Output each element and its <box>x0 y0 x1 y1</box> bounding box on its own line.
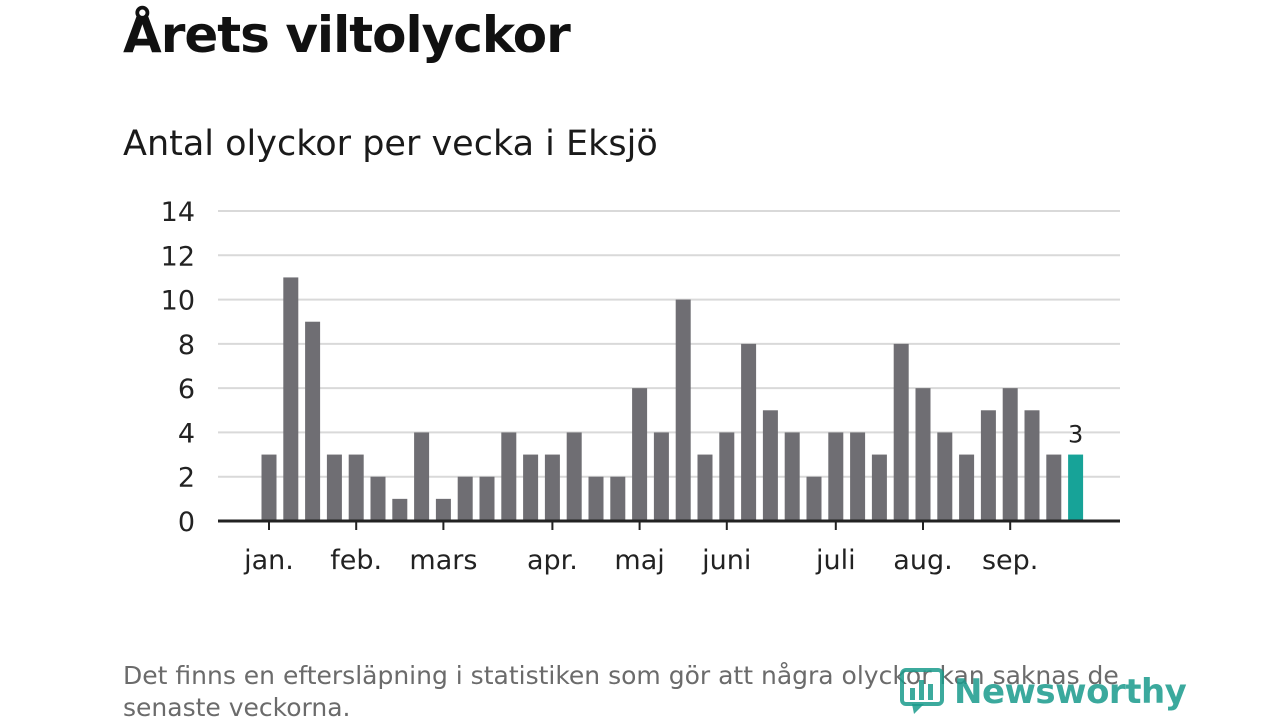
bar-chart: 3 0 2 4 6 8 10 12 14 jan. feb. mars apr. maj juni jul… <box>161 197 1120 576</box>
bar <box>893 343 909 521</box>
x-axis-ticks: jan. feb. mars apr. maj juni juli aug. sep. <box>243 521 1038 576</box>
newsworthy-chart-icon <box>900 668 944 714</box>
bar <box>523 454 539 521</box>
data-label: 3 <box>1068 421 1083 449</box>
bar <box>261 454 277 521</box>
y-tick-label: 6 <box>178 374 195 405</box>
bar <box>850 432 866 521</box>
bar <box>806 476 822 521</box>
bar <box>632 388 648 521</box>
y-tick-label: 14 <box>161 197 195 228</box>
x-tick-label: maj <box>614 545 664 576</box>
y-tick-label: 12 <box>161 241 195 272</box>
bar-highlight <box>1068 454 1084 521</box>
bar <box>959 454 975 521</box>
y-tick-label: 8 <box>178 330 195 361</box>
bar <box>588 476 604 521</box>
bar <box>741 343 757 521</box>
bar <box>784 432 800 521</box>
bar <box>871 454 887 521</box>
newsworthy-logo: Newsworthy <box>900 668 1187 716</box>
x-tick-label: aug. <box>893 545 952 576</box>
y-tick-label: 10 <box>161 286 195 317</box>
x-tick-label: sep. <box>982 545 1038 576</box>
y-tick-label: 4 <box>178 418 195 449</box>
bar-series: 3 <box>261 277 1084 521</box>
bar <box>370 476 386 521</box>
chart-subtitle: Antal olyckor per vecka i Eksjö <box>123 124 658 164</box>
bar <box>435 498 451 521</box>
chart-title: Årets viltolyckor <box>123 6 571 64</box>
y-axis-ticks: 0 2 4 6 8 10 12 14 <box>161 197 195 538</box>
grid-lines <box>218 210 1120 478</box>
y-tick-label: 2 <box>178 463 195 494</box>
bar <box>414 432 430 521</box>
bar <box>653 432 669 521</box>
bar <box>457 476 473 521</box>
bar <box>828 432 844 521</box>
bar <box>501 432 517 521</box>
bar <box>1002 388 1018 521</box>
bar <box>915 388 931 521</box>
bar <box>980 410 996 521</box>
x-tick-label: jan. <box>243 545 294 576</box>
x-tick-label: feb. <box>330 545 382 576</box>
bar <box>305 321 321 521</box>
logo-text: Newsworthy <box>954 672 1187 712</box>
bar <box>610 476 626 521</box>
bar <box>392 498 408 521</box>
bar <box>697 454 713 521</box>
bar <box>762 410 778 521</box>
bar <box>544 454 560 521</box>
bar <box>1024 410 1040 521</box>
bar <box>1046 454 1062 521</box>
bar <box>479 476 495 521</box>
bar <box>348 454 364 521</box>
bar <box>566 432 582 521</box>
y-tick-label: 0 <box>178 507 195 538</box>
x-tick-label: mars <box>409 545 477 576</box>
x-tick-label: apr. <box>527 545 578 576</box>
bar <box>675 299 691 521</box>
x-tick-label: juni <box>701 545 751 576</box>
footnote: Det finns en eftersläpning i statistiken… <box>123 661 1119 722</box>
bar <box>326 454 342 521</box>
x-tick-label: juli <box>815 545 856 576</box>
bar <box>937 432 953 521</box>
bar <box>719 432 735 521</box>
bar <box>283 277 299 521</box>
